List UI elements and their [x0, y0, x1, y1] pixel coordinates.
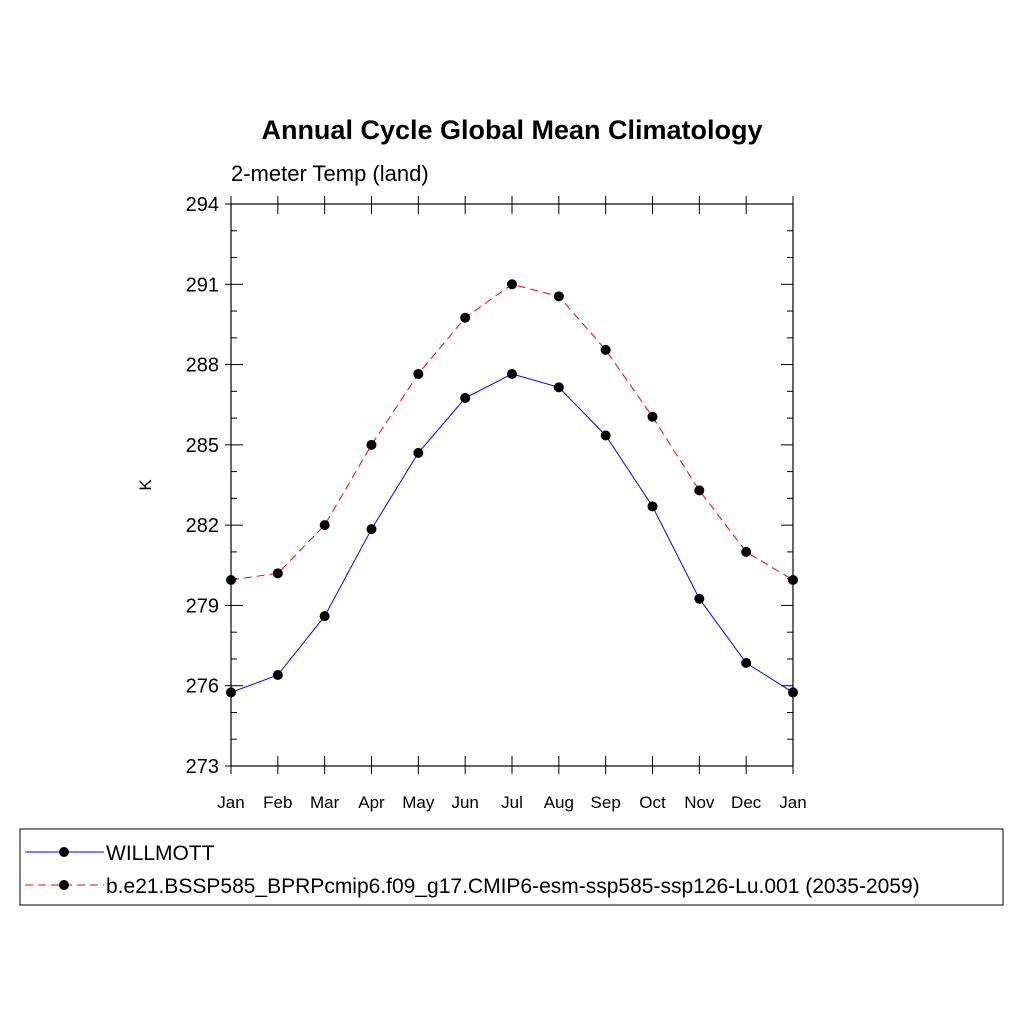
axis-ticks: [225, 196, 794, 774]
legend-box: [19, 828, 1004, 906]
data-point-1: [460, 312, 471, 323]
x-tick-label: Aug: [544, 793, 574, 812]
data-point-0: [553, 382, 564, 393]
data-point-1: [319, 520, 330, 531]
data-point-0: [460, 393, 471, 404]
data-point-0: [788, 687, 798, 698]
x-tick-label: Dec: [731, 793, 762, 812]
series-layer: [226, 279, 798, 698]
data-point-1: [272, 568, 283, 579]
series-line-1: [230, 283, 794, 581]
data-point-0: [600, 430, 611, 441]
data-point-1: [413, 368, 424, 379]
series-line-0: [230, 373, 794, 693]
y-tick-label: 291: [186, 274, 219, 296]
y-axis-label: K: [136, 479, 155, 491]
legend-label-0: WILLMOTT: [106, 842, 215, 865]
data-point-1: [600, 344, 611, 355]
x-tick-label: Jan: [779, 793, 806, 812]
x-tick-label: Sep: [591, 793, 621, 812]
chart-subtitle: 2-meter Temp (land): [231, 161, 429, 186]
y-tick-label: 282: [186, 515, 219, 537]
data-point-0: [366, 524, 377, 535]
x-tick-label: Jan: [217, 793, 244, 812]
data-point-1: [694, 485, 705, 496]
data-point-0: [226, 687, 236, 698]
data-point-0: [413, 447, 424, 458]
data-point-0: [319, 611, 330, 622]
x-tick-label: Mar: [310, 793, 340, 812]
data-point-1: [741, 546, 752, 557]
data-point-1: [553, 291, 564, 302]
y-tick-label: 273: [186, 756, 219, 778]
legend-marker-1: [59, 880, 69, 890]
x-tick-label: Jun: [451, 793, 478, 812]
data-point-0: [694, 593, 705, 604]
y-tick-label: 276: [186, 676, 219, 698]
x-tick-label: Apr: [358, 793, 385, 812]
data-point-0: [272, 670, 283, 681]
x-tick-label: Nov: [684, 793, 715, 812]
x-tick-label: Feb: [263, 793, 292, 812]
x-tick-label: May: [402, 793, 435, 812]
x-tick-label: Oct: [639, 793, 666, 812]
data-point-1: [366, 439, 377, 450]
legend-marker-0: [59, 847, 69, 857]
legend-label-1: b.e21.BSSP585_BPRPcmip6.f09_g17.CMIP6-es…: [106, 875, 920, 898]
data-point-0: [647, 501, 658, 512]
y-tick-label: 285: [186, 435, 219, 457]
x-tick-labels: Jan Feb Mar Apr May Jun Jul Aug Sep Oct Nov Dec Jan: [217, 793, 806, 812]
chart-title: Annual Cycle Global Mean Climatology: [261, 115, 762, 145]
data-point-0: [507, 368, 517, 379]
y-tick-label: 288: [186, 355, 219, 377]
legend: WILLMOTT b.e21.BSSP585_BPRPcmip6.f09_g17.…: [25, 842, 920, 898]
y-tick-label: 294: [186, 194, 219, 216]
data-point-0: [741, 657, 752, 668]
y-tick-labels: 273 276 279 282 285 288 291 294: [186, 194, 219, 778]
data-point-1: [226, 575, 236, 586]
data-point-1: [507, 279, 517, 290]
y-tick-label: 279: [186, 595, 219, 617]
data-point-1: [788, 575, 798, 586]
x-tick-label: Jul: [501, 793, 523, 812]
data-point-1: [647, 411, 658, 422]
